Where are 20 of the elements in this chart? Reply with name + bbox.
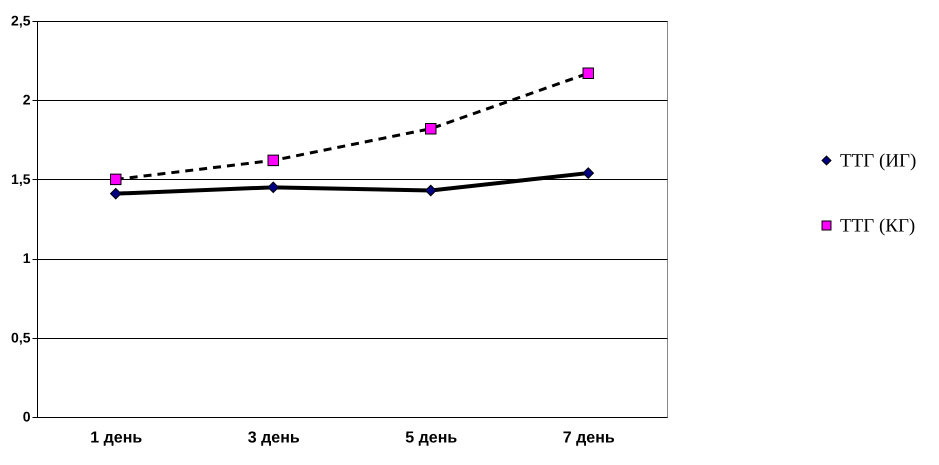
x-tick-label: 5 день (405, 430, 458, 446)
point (268, 182, 279, 194)
x-tick-label: 1 день (90, 430, 142, 446)
x-tick-label: 7 день (562, 430, 615, 446)
legend-label: ТТГ (ИГ) (840, 150, 916, 172)
point (425, 122, 436, 134)
point (425, 184, 436, 196)
x-tick-label: 3 день (248, 430, 300, 446)
y-tick-label: 0,5 (11, 329, 31, 346)
point (110, 174, 122, 186)
y-tick-label: 2,5 (11, 12, 31, 28)
point (268, 154, 279, 166)
y-tick-label: 1 (22, 250, 31, 266)
legend-label: ТТГ (КГ) (840, 216, 916, 236)
y-tick-label: 0 (22, 408, 31, 424)
point (110, 188, 122, 200)
y-tick-label: 1,5 (11, 170, 31, 187)
y-tick-label: 2 (22, 92, 31, 108)
point (582, 167, 594, 179)
point (582, 68, 594, 80)
